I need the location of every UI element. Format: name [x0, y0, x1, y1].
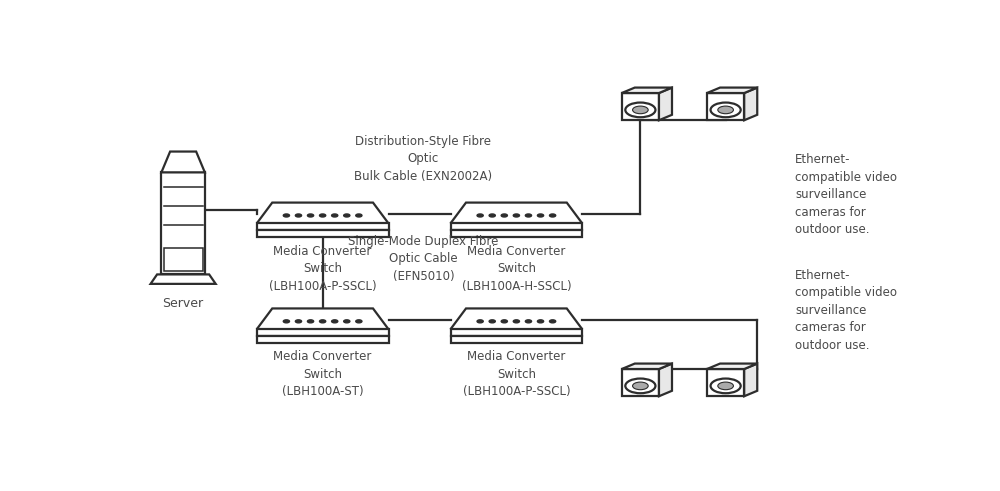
Circle shape	[625, 103, 655, 117]
Polygon shape	[450, 230, 582, 237]
Text: Media Converter
Switch
(LBH100A-P-SSCL): Media Converter Switch (LBH100A-P-SSCL)	[463, 351, 570, 398]
Polygon shape	[659, 87, 672, 120]
Circle shape	[633, 382, 648, 390]
Circle shape	[501, 320, 507, 323]
Circle shape	[332, 214, 338, 217]
Bar	[622, 369, 659, 396]
Polygon shape	[450, 329, 582, 336]
Circle shape	[501, 214, 507, 217]
Text: Ethernet-
compatible video
surveillance
cameras for
outdoor use.: Ethernet- compatible video surveillance …	[795, 154, 897, 237]
Circle shape	[513, 214, 519, 217]
Polygon shape	[450, 223, 582, 230]
Polygon shape	[257, 223, 388, 230]
Circle shape	[625, 379, 655, 393]
Circle shape	[283, 320, 289, 323]
Text: Media Converter
Switch
(LBH100A-ST): Media Converter Switch (LBH100A-ST)	[273, 351, 372, 398]
Circle shape	[718, 382, 733, 390]
Circle shape	[295, 214, 302, 217]
Circle shape	[356, 214, 362, 217]
Circle shape	[356, 320, 362, 323]
Text: Media Converter
Switch
(LBH100A-P-SSCL): Media Converter Switch (LBH100A-P-SSCL)	[269, 245, 376, 293]
Polygon shape	[257, 203, 388, 223]
Circle shape	[711, 103, 741, 117]
Circle shape	[295, 320, 302, 323]
Circle shape	[477, 214, 483, 217]
Circle shape	[477, 320, 483, 323]
Circle shape	[344, 214, 350, 217]
Polygon shape	[744, 363, 757, 396]
Circle shape	[344, 320, 350, 323]
Circle shape	[718, 106, 733, 114]
Polygon shape	[622, 363, 672, 369]
Text: Single-Mode Duplex Fibre
Optic Cable
(EFN5010): Single-Mode Duplex Fibre Optic Cable (EF…	[348, 235, 499, 283]
Circle shape	[283, 214, 289, 217]
Polygon shape	[659, 363, 672, 396]
Circle shape	[320, 320, 326, 323]
Circle shape	[513, 320, 519, 323]
Circle shape	[332, 320, 338, 323]
Polygon shape	[744, 87, 757, 120]
Polygon shape	[151, 274, 216, 284]
Circle shape	[537, 214, 544, 217]
Circle shape	[550, 320, 556, 323]
Bar	[164, 248, 203, 271]
Circle shape	[525, 214, 532, 217]
Text: Distribution-Style Fibre
Optic
Bulk Cable (EXN2002A): Distribution-Style Fibre Optic Bulk Cabl…	[354, 135, 492, 183]
Polygon shape	[707, 87, 757, 93]
Circle shape	[489, 320, 495, 323]
Circle shape	[550, 214, 556, 217]
Polygon shape	[707, 363, 757, 369]
Bar	[622, 93, 659, 120]
Bar	[707, 369, 744, 396]
Circle shape	[711, 379, 741, 393]
Polygon shape	[161, 152, 205, 172]
Polygon shape	[257, 336, 388, 343]
Circle shape	[320, 214, 326, 217]
Bar	[707, 93, 744, 120]
Text: Ethernet-
compatible video
surveillance
cameras for
outdoor use.: Ethernet- compatible video surveillance …	[795, 269, 897, 352]
Polygon shape	[450, 336, 582, 343]
Circle shape	[537, 320, 544, 323]
Circle shape	[525, 320, 532, 323]
Circle shape	[489, 214, 495, 217]
Polygon shape	[622, 87, 672, 93]
Circle shape	[307, 214, 314, 217]
Text: Server: Server	[163, 297, 204, 310]
Polygon shape	[257, 230, 388, 237]
Polygon shape	[450, 308, 582, 329]
Circle shape	[307, 320, 314, 323]
Polygon shape	[257, 329, 388, 336]
Bar	[161, 172, 205, 274]
Text: Media Converter
Switch
(LBH100A-H-SSCL): Media Converter Switch (LBH100A-H-SSCL)	[462, 245, 571, 293]
Polygon shape	[450, 203, 582, 223]
Circle shape	[633, 106, 648, 114]
Polygon shape	[257, 308, 388, 329]
